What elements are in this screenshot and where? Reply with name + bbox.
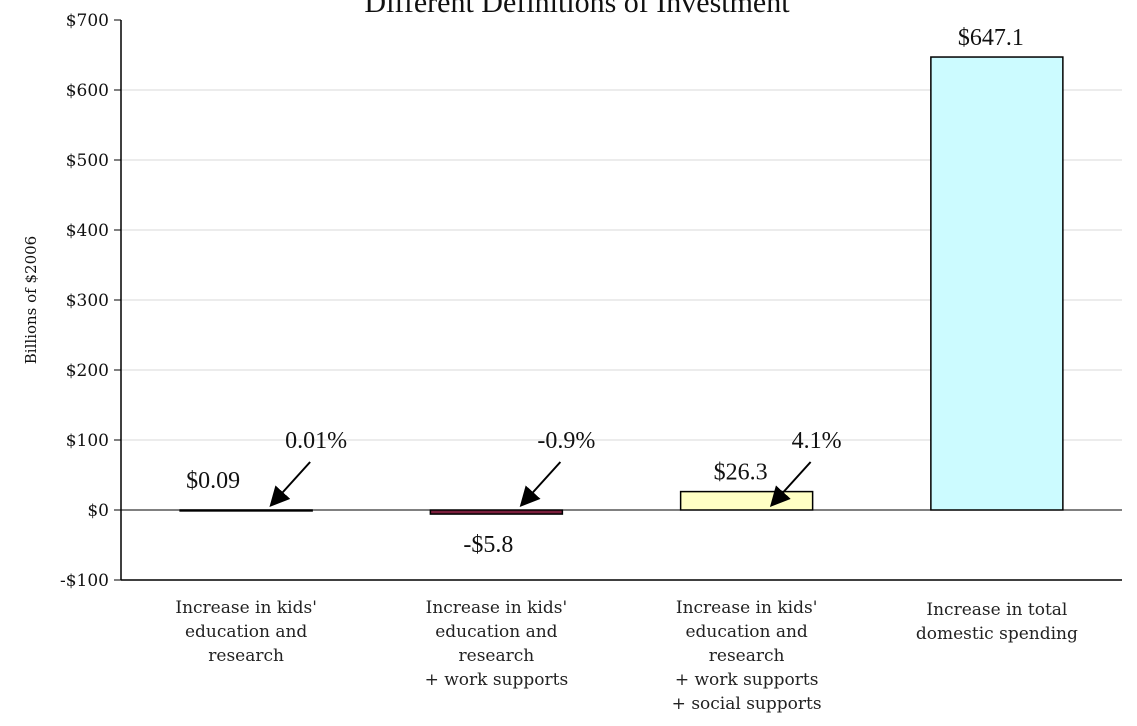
chart-title: Different Definitions of Investment <box>364 0 790 19</box>
category-label: Increase in kids' <box>175 598 317 618</box>
category-label: + work supports <box>425 670 569 690</box>
category-label: research <box>709 646 785 666</box>
y-tick-label: $100 <box>66 431 109 451</box>
category-label: + work supports <box>675 670 819 690</box>
y-tick-label: $700 <box>66 11 109 31</box>
annotation-arrow <box>769 461 812 507</box>
y-tick-label: -$100 <box>60 571 109 591</box>
category-label: research <box>208 646 284 666</box>
value-label: $26.3 <box>714 460 768 486</box>
bar <box>429 509 564 515</box>
data-labels: $0.09 0.01% -$5.8 -0.9% $26.3 4.1% $647.1 <box>186 25 1024 558</box>
value-label: $0.09 <box>186 468 240 494</box>
y-tick-label: $0 <box>87 501 109 521</box>
y-tick-label: $300 <box>66 291 109 311</box>
category-label: education and <box>185 622 307 642</box>
category-label: + social supports <box>672 694 822 714</box>
y-tick-label: $200 <box>66 361 109 381</box>
grid-lines <box>121 89 1122 511</box>
category-label: education and <box>435 622 557 642</box>
category-label: Increase in kids' <box>676 598 818 618</box>
percent-label: 4.1% <box>792 428 842 454</box>
category-label: Increase in total <box>926 600 1067 620</box>
annotation-arrow <box>269 461 311 507</box>
category-label: domestic spending <box>916 624 1078 644</box>
category-label: research <box>459 646 535 666</box>
y-tick-label: $500 <box>66 151 109 171</box>
axes <box>114 19 1122 581</box>
bar <box>930 56 1064 511</box>
category-label: Increase in kids' <box>426 598 568 618</box>
value-label: $647.1 <box>958 25 1024 51</box>
category-label: education and <box>685 622 807 642</box>
percent-label: -0.9% <box>537 428 595 454</box>
y-axis-label: Billions of $2006 <box>22 236 40 364</box>
bar <box>679 490 814 511</box>
category-labels: Increase in kids' education and research In… <box>175 598 1078 714</box>
y-tick-label: $400 <box>66 221 109 241</box>
annotation-arrow <box>519 461 562 507</box>
y-tick-labels: -$100 $0 $100 $200 $300 $400 $500 $600 $700 <box>60 11 109 591</box>
value-label: -$5.8 <box>463 532 513 558</box>
percent-label: 0.01% <box>285 428 347 454</box>
y-tick-label: $600 <box>66 81 109 101</box>
